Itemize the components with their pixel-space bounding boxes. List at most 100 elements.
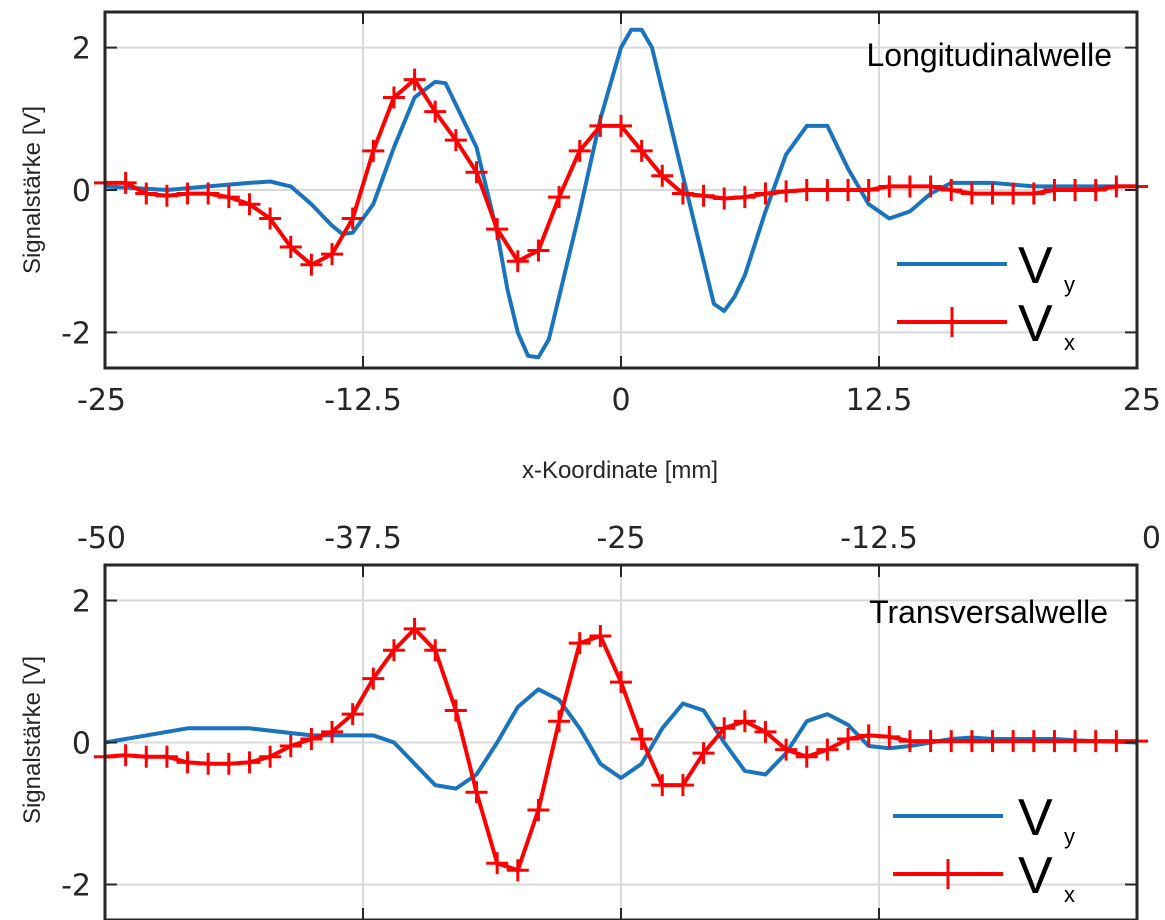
legend-label-vx: V [1018, 295, 1053, 353]
data-point-vx [114, 171, 137, 194]
data-point-vx [217, 752, 240, 775]
data-point-vx [1064, 179, 1087, 201]
data-point-vx [362, 139, 385, 162]
data-point-vx [795, 745, 818, 768]
data-point-vx [1043, 179, 1066, 201]
y-tick-label: 0 [72, 174, 91, 209]
data-point-vx [197, 182, 220, 205]
data-point-vx [217, 186, 240, 209]
data-point-vx [300, 253, 323, 276]
data-point-vx [898, 175, 921, 198]
data-point-vx [610, 671, 632, 694]
data-point-vx [960, 730, 983, 753]
data-point-vx [919, 175, 942, 198]
legend-subscript: y [1064, 272, 1075, 297]
data-point-vx [630, 139, 653, 162]
data-point-vx [444, 699, 467, 722]
y-tick-label: -2 [61, 869, 91, 904]
data-point-vx [981, 730, 1004, 753]
x-tick-label: 12.5 [846, 383, 913, 418]
data-point-vx [878, 725, 901, 748]
data-point-vx [465, 161, 488, 184]
data-point-vx [589, 625, 612, 647]
data-point-vx [424, 639, 447, 662]
data-point-vx [176, 182, 199, 205]
data-point-vx [837, 727, 860, 750]
data-point-vx [1002, 730, 1025, 753]
y-tick-label: 2 [72, 32, 91, 67]
data-point-vx [1022, 182, 1045, 205]
data-point-vx [465, 781, 488, 804]
x-tick-label: -25 [597, 521, 646, 556]
data-point-vx [424, 100, 447, 123]
data-point-vx [733, 186, 756, 209]
data-point-vx [197, 752, 220, 775]
data-point-vx [1084, 730, 1107, 753]
data-point-vx [940, 730, 963, 753]
data-point-vx [238, 193, 261, 216]
data-point-vx [1064, 730, 1087, 753]
data-point-vx [816, 738, 839, 761]
data-point-vx [527, 239, 550, 262]
data-point-vx [1084, 179, 1107, 201]
data-point-vx [754, 182, 777, 205]
x-tick-label: 0 [1142, 521, 1161, 556]
data-point-vx [321, 243, 344, 266]
x-tick-label: 25 [1123, 383, 1161, 418]
data-point-vx [692, 184, 715, 207]
data-point-vx [775, 738, 798, 761]
data-point-vx [775, 180, 798, 203]
legend-label-vy: V [1018, 789, 1053, 847]
data-point-vx [651, 164, 674, 187]
data-point-vx [1105, 730, 1128, 753]
data-point-vx [795, 179, 818, 201]
data-point-vx [589, 114, 612, 137]
chart-title-longitudinal: Longitudinalwelle [866, 37, 1112, 73]
data-point-vx [878, 175, 901, 198]
data-point-vx [548, 186, 571, 209]
data-point-vx [362, 667, 385, 690]
x-tick-label: -25 [77, 383, 126, 418]
data-point-vx [321, 720, 344, 743]
series-longitudinal [94, 27, 1148, 360]
data-point-vx [940, 179, 963, 201]
data-point-vx [238, 751, 261, 774]
chart-title-transversal: Transversalwelle [869, 594, 1108, 630]
series-line-vy [104, 27, 1137, 360]
data-point-vx [816, 179, 839, 201]
legend-label-vx: V [1018, 847, 1053, 905]
x-tick-label: -37.5 [324, 521, 402, 556]
data-point-vx [733, 710, 756, 733]
data-point-vx [527, 798, 550, 821]
data-point-vx [155, 184, 178, 207]
x-tick-label: -50 [77, 521, 126, 556]
data-point-vx [837, 179, 860, 201]
y-tick-label: 2 [72, 585, 91, 620]
legend-subscript: x [1064, 330, 1075, 355]
x-tick-label: -12.5 [324, 383, 402, 418]
chart-transversal: -50 -37.5 -25 -12.5 0 -2 0 2 Transversalwelle S… [19, 521, 1161, 920]
y-axis-label-longitudinal: Signalstärke [V] [19, 106, 46, 274]
data-point-vx [548, 710, 571, 733]
data-point-vx [341, 703, 364, 726]
legend-subscript: y [1064, 824, 1075, 849]
y-axis-label-transversal: Signalstärke [V] [19, 656, 46, 824]
data-point-vx [919, 730, 942, 753]
data-point-vx [444, 129, 467, 152]
data-point-vx [671, 774, 694, 797]
data-point-vx [857, 179, 880, 201]
data-point-vx [754, 720, 777, 743]
legend-subscript: x [1064, 882, 1075, 907]
data-point-vx [114, 744, 137, 767]
x-axis-label: x-Koordinate [mm] [522, 457, 718, 484]
data-point-vx [259, 207, 282, 230]
y-tick-label: 0 [72, 727, 91, 762]
data-point-vx [259, 745, 282, 768]
data-point-vx [403, 68, 426, 91]
data-point-vx [279, 235, 302, 258]
data-point-vx [486, 218, 509, 241]
y-tick-label: -2 [61, 316, 91, 351]
